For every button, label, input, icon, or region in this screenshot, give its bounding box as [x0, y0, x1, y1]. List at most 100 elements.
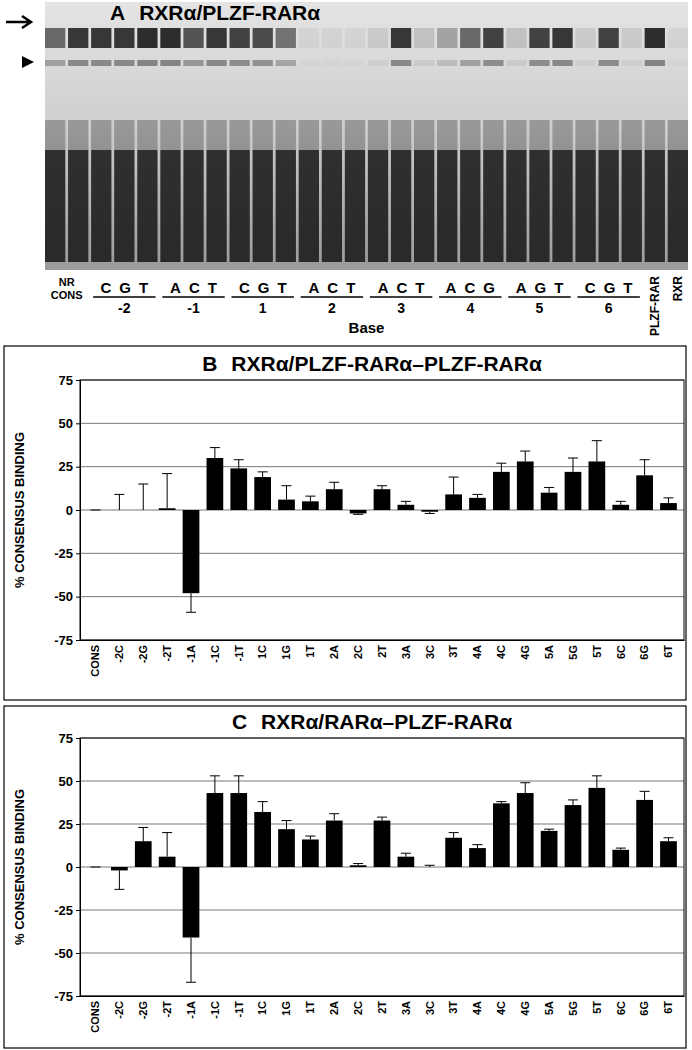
error-stem	[310, 496, 311, 501]
bar	[159, 508, 176, 510]
bar	[326, 821, 343, 867]
error-bar	[425, 512, 435, 514]
error-stem	[525, 451, 526, 461]
error-bar	[472, 494, 482, 497]
x-tick-label: 5T	[591, 645, 603, 658]
bar	[254, 812, 271, 867]
y-tick: 50	[59, 416, 80, 431]
error-stem	[620, 501, 621, 504]
minor-band	[276, 60, 296, 66]
y-tick-label: -50	[54, 946, 73, 961]
error-cap	[592, 440, 602, 441]
probe-smear	[622, 120, 642, 150]
x-tick-label: 2A	[328, 645, 340, 659]
shifted-band	[68, 28, 88, 48]
bar	[612, 850, 629, 867]
error-cap	[305, 836, 315, 837]
bar	[445, 838, 462, 867]
y-tick: 25	[59, 459, 80, 474]
bar	[87, 867, 104, 868]
error-cap	[210, 775, 220, 776]
x-axis-title: Base	[349, 319, 385, 336]
error-bar	[377, 486, 387, 489]
y-tick-label: 50	[59, 774, 73, 789]
error-cap	[520, 451, 530, 452]
x-tick: 2A	[328, 996, 340, 1015]
x-tick-label: 6T	[662, 1001, 674, 1014]
shifted-band	[322, 28, 342, 48]
error-bar	[377, 817, 387, 820]
error-bar	[258, 802, 268, 812]
error-stem	[334, 814, 335, 821]
y-axis-title: % CONSENSUS BINDING	[12, 789, 27, 945]
error-bar	[138, 827, 148, 841]
error-cap	[353, 863, 363, 864]
grid	[80, 738, 684, 996]
group-underline	[162, 296, 224, 298]
free-probe	[645, 150, 665, 262]
probe-smear	[299, 120, 319, 150]
free-probe	[575, 150, 595, 262]
error-bar	[305, 496, 315, 501]
error-cap	[496, 801, 506, 802]
base-triplet: CGT	[585, 279, 641, 296]
probe-smear	[575, 120, 595, 150]
base-position: 6	[605, 300, 613, 316]
x-tick: 6T	[662, 996, 674, 1014]
error-stem	[572, 800, 573, 805]
y-tick: -50	[54, 589, 80, 604]
shifted-band	[552, 28, 572, 48]
error-stem	[477, 845, 478, 848]
y-tick: 0	[66, 503, 80, 518]
x-tick-label: 2C	[352, 1001, 364, 1015]
probe-smear	[114, 120, 134, 150]
error-cap	[162, 473, 172, 474]
error-bar	[210, 776, 220, 793]
bar	[159, 857, 176, 867]
probe-smear	[460, 120, 480, 150]
grid-line	[80, 781, 684, 782]
x-tick-label: 3C	[424, 1001, 436, 1015]
bar	[469, 848, 486, 867]
free-probe	[45, 150, 65, 262]
error-stem	[572, 458, 573, 472]
free-probe	[114, 150, 134, 262]
error-cap	[616, 501, 626, 502]
error-stem	[119, 494, 120, 510]
error-cap	[186, 612, 196, 613]
x-tick: 3A	[400, 640, 412, 659]
shifted-band	[391, 28, 411, 48]
base-triplet: AGT	[516, 279, 572, 296]
probe-smear	[391, 120, 411, 150]
minor-band	[506, 60, 526, 66]
error-cap	[472, 494, 482, 495]
probe-smear	[552, 120, 572, 150]
free-probe	[368, 150, 388, 262]
probe-smear	[45, 120, 65, 150]
bar	[207, 458, 224, 510]
y-tick-label: -75	[54, 989, 73, 1004]
free-probe	[483, 150, 503, 262]
error-bar	[186, 938, 196, 983]
x-tick-label: 1T	[304, 645, 316, 658]
x-tick: 6G	[638, 996, 650, 1016]
grid-line	[80, 910, 684, 911]
shifted-band	[45, 28, 65, 48]
x-tick: 5A	[543, 996, 555, 1015]
marks	[87, 776, 677, 982]
probe-smear	[160, 120, 180, 150]
y-tick-mark	[76, 824, 80, 825]
error-stem	[119, 870, 120, 889]
error-bar	[616, 501, 626, 504]
free-probe	[599, 150, 619, 262]
x-tick: 3A	[400, 996, 412, 1015]
y-tick: -75	[54, 989, 80, 1004]
error-cap	[305, 496, 315, 497]
chart-title: BRXRα/PLZF-RARα–PLZF-RARα	[202, 352, 542, 375]
y-tick: -50	[54, 946, 80, 961]
bar	[230, 468, 247, 510]
x-tick-label: -2C	[113, 645, 125, 663]
x-tick: 1C	[256, 996, 268, 1015]
error-bar	[496, 463, 506, 472]
x-tick-label: 4C	[495, 1001, 507, 1015]
